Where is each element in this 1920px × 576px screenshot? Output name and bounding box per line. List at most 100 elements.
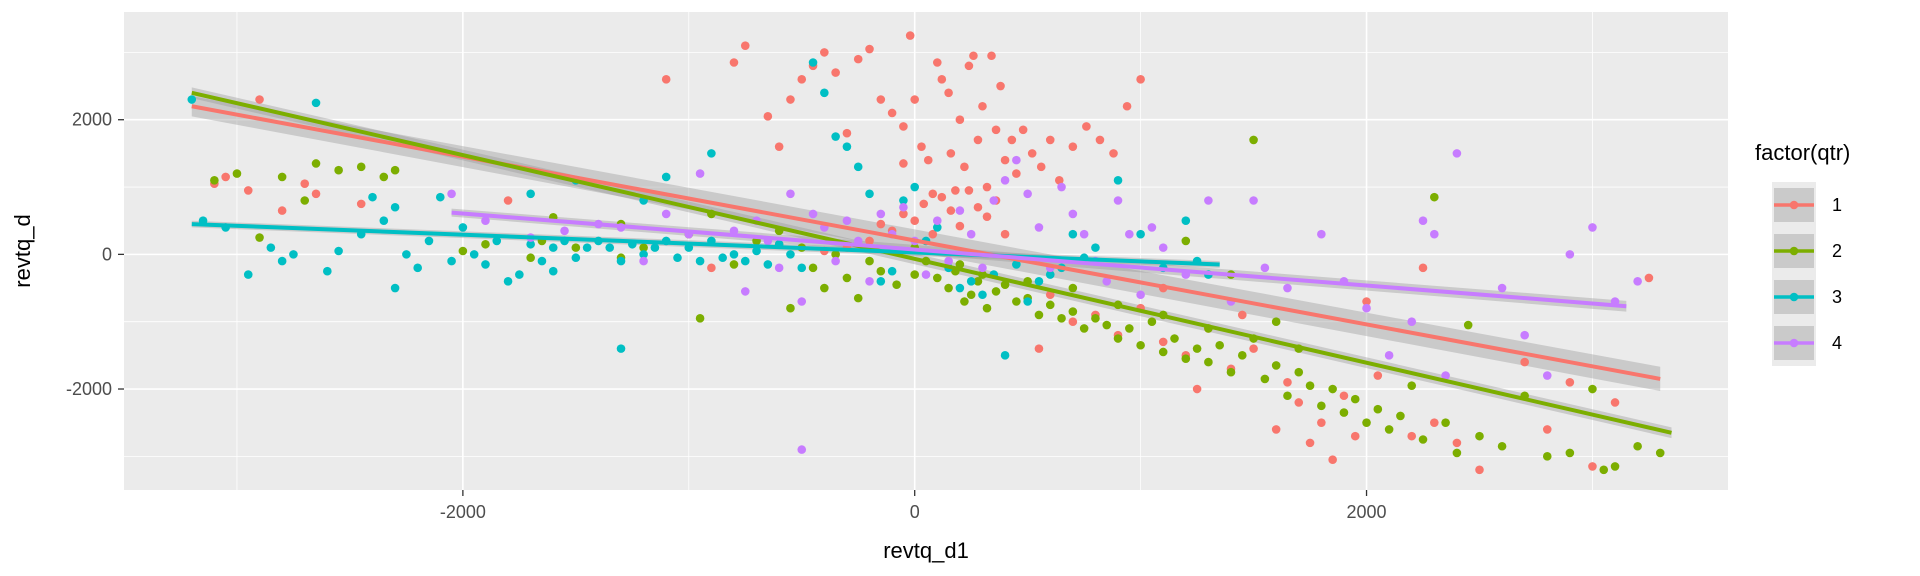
data-point-2 xyxy=(1283,391,1292,401)
data-point-1 xyxy=(1045,135,1055,145)
data-point-4 xyxy=(1633,276,1642,286)
legend-label: 1 xyxy=(1832,195,1842,215)
data-point-3 xyxy=(1181,216,1191,226)
data-point-3 xyxy=(1045,270,1055,279)
data-point-4 xyxy=(865,276,874,286)
data-point-3 xyxy=(1012,260,1021,269)
data-point-4 xyxy=(989,196,999,205)
data-point-1 xyxy=(1644,273,1654,283)
data-point-3 xyxy=(1091,243,1100,252)
data-point-3 xyxy=(435,192,445,202)
data-point-2 xyxy=(1610,462,1620,471)
legend-key-point xyxy=(1789,246,1799,256)
data-point-4 xyxy=(1362,303,1371,313)
data-point-1 xyxy=(1418,263,1428,273)
data-point-2 xyxy=(1373,404,1383,414)
data-point-3 xyxy=(763,260,773,269)
data-point-1 xyxy=(1542,425,1552,434)
data-point-2 xyxy=(1384,425,1394,434)
data-point-2 xyxy=(1237,351,1247,360)
y-axis-title: revtq_d xyxy=(10,214,35,287)
legend-label: 3 xyxy=(1832,287,1842,307)
data-point-1 xyxy=(955,115,965,125)
data-point-1 xyxy=(1000,155,1010,165)
data-point-3 xyxy=(526,239,535,249)
data-point-3 xyxy=(503,276,513,286)
trend-line-2 xyxy=(191,90,1672,435)
data-point-3 xyxy=(842,142,852,151)
data-point-3 xyxy=(469,250,479,259)
data-point-2 xyxy=(1000,280,1010,289)
data-point-3 xyxy=(402,250,411,259)
data-point-3 xyxy=(887,266,897,276)
y-tick-label: 2000 xyxy=(72,110,112,130)
data-point-3 xyxy=(978,290,987,300)
data-point-1 xyxy=(1012,169,1021,178)
x-axis-ticks: -2000 0 2000 xyxy=(440,490,1387,522)
data-point-3 xyxy=(515,270,524,279)
data-point-2 xyxy=(960,297,969,306)
data-point-2 xyxy=(1271,317,1281,326)
data-point-1 xyxy=(946,206,956,215)
data-point-2 xyxy=(1091,314,1100,323)
data-point-2 xyxy=(966,290,976,300)
data-point-3 xyxy=(481,260,490,269)
data-point-3 xyxy=(695,256,705,266)
data-point-1 xyxy=(1305,438,1315,448)
data-point-4 xyxy=(1497,283,1507,293)
data-point-4 xyxy=(1068,209,1078,219)
data-point-4 xyxy=(1520,330,1529,340)
data-point-3 xyxy=(323,266,332,276)
data-point-3 xyxy=(673,253,682,263)
data-point-3 xyxy=(548,243,558,252)
data-point-3 xyxy=(1113,176,1123,185)
data-point-1 xyxy=(1565,377,1575,387)
data-point-2 xyxy=(1125,324,1134,333)
data-point-2 xyxy=(1328,384,1337,394)
data-point-1 xyxy=(729,58,739,67)
data-point-1 xyxy=(964,61,974,71)
data-point-1 xyxy=(221,172,230,182)
data-point-1 xyxy=(987,51,996,61)
data-point-4 xyxy=(695,169,705,178)
data-point-1 xyxy=(1362,297,1371,306)
data-point-2 xyxy=(973,276,983,286)
data-point-1 xyxy=(842,128,852,138)
legend-key-point xyxy=(1789,292,1799,302)
data-point-1 xyxy=(899,122,908,131)
data-point-1 xyxy=(1007,135,1017,145)
legend-label: 4 xyxy=(1832,333,1842,353)
data-point-1 xyxy=(300,179,310,188)
data-point-2 xyxy=(1463,320,1473,330)
data-point-3 xyxy=(334,246,343,256)
data-point-4 xyxy=(1430,229,1439,239)
data-point-3 xyxy=(752,246,761,256)
data-point-2 xyxy=(1181,354,1191,364)
data-point-2 xyxy=(876,266,886,276)
data-point-2 xyxy=(379,172,389,182)
data-point-4 xyxy=(1452,149,1462,158)
data-point-1 xyxy=(1068,142,1078,151)
data-point-4 xyxy=(740,287,750,296)
trend-line-3 xyxy=(191,222,1220,267)
data-point-1 xyxy=(797,75,807,84)
data-point-3 xyxy=(910,182,920,192)
data-point-4 xyxy=(1113,196,1123,205)
data-point-4 xyxy=(481,216,490,226)
data-point-3 xyxy=(548,266,558,276)
data-point-3 xyxy=(424,236,434,246)
data-point-1 xyxy=(1283,377,1292,387)
data-point-2 xyxy=(1102,320,1112,330)
data-point-4 xyxy=(921,270,931,279)
data-point-3 xyxy=(808,58,818,67)
data-point-2 xyxy=(1215,340,1224,350)
data-point-3 xyxy=(379,216,389,226)
trend-lines xyxy=(191,90,1672,435)
data-point-2 xyxy=(1158,347,1168,357)
data-point-1 xyxy=(928,189,938,199)
data-point-3 xyxy=(707,149,716,158)
data-point-4 xyxy=(1204,196,1213,205)
data-point-1 xyxy=(991,125,1001,135)
data-point-1 xyxy=(1350,431,1360,441)
